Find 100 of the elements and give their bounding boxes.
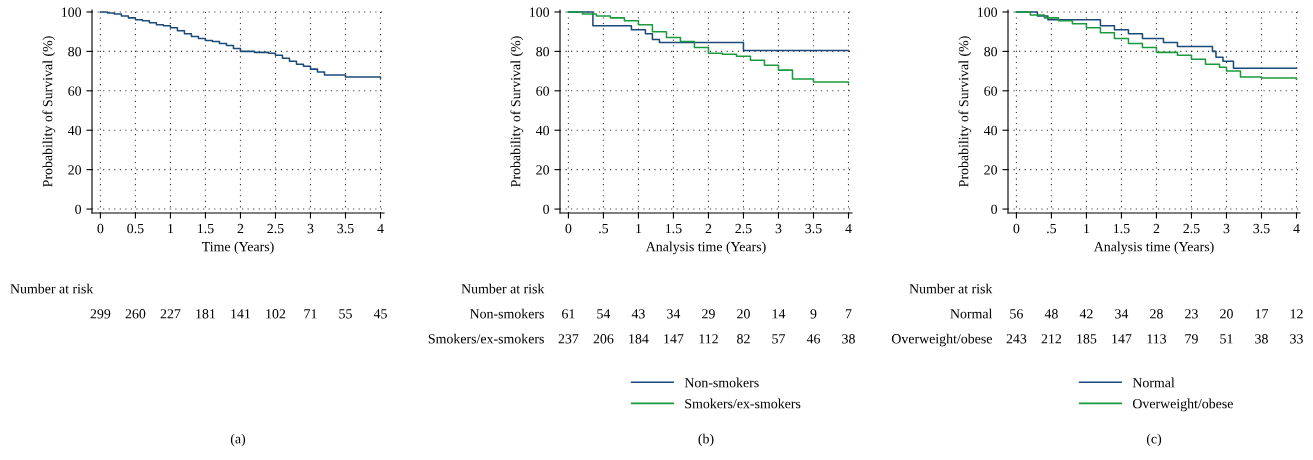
y-tick-label: 40: [67, 125, 82, 136]
text: 12: [1290, 309, 1303, 319]
x-tick-label: .5: [1047, 223, 1057, 234]
text: 7: [845, 309, 852, 319]
text: 28: [1150, 309, 1163, 319]
text: Normal: [950, 308, 993, 319]
text: 20: [737, 309, 750, 319]
text: Non-smokers: [469, 308, 544, 319]
text: Number at risk: [461, 283, 545, 294]
text: 260: [125, 309, 146, 319]
text: 227: [160, 309, 181, 319]
text: Smokers/ex-smokers: [428, 333, 544, 344]
text: Number at risk: [10, 283, 94, 294]
text: 43: [631, 309, 645, 319]
x-tick-label: 3.5: [337, 223, 354, 234]
y-tick-label: 100: [61, 7, 82, 17]
text: 20: [1220, 309, 1233, 319]
x-axis-title: Analysis time (Years): [645, 241, 766, 255]
x-tick-label: 2.5: [1183, 223, 1200, 234]
legend-label: Smokers/ex-smokers: [685, 398, 801, 409]
text: 185: [1077, 334, 1097, 344]
x-tick-label: 4: [845, 223, 852, 234]
text: 212: [1041, 334, 1062, 344]
y-tick-label: 0: [75, 204, 82, 215]
text: 38: [842, 334, 855, 344]
text: 29: [702, 309, 715, 319]
text: 57: [772, 334, 786, 344]
text: Overweight/obese: [891, 333, 992, 347]
x-tick-label: 2.5: [735, 223, 752, 234]
text: 299: [90, 309, 111, 319]
text: 243: [1006, 334, 1027, 344]
text: 112: [699, 334, 718, 344]
text: 147: [664, 334, 684, 344]
text: 206: [593, 334, 614, 344]
x-tick-label: 1.5: [665, 223, 682, 234]
text: 113: [1147, 334, 1167, 344]
y-tick-label: 0: [991, 204, 998, 215]
x-tick-label: 0: [97, 223, 104, 234]
text: 61: [562, 309, 575, 319]
text: 34: [667, 309, 681, 319]
text: 141: [231, 309, 251, 319]
y-tick-label: 20: [68, 165, 82, 175]
x-tick-label: 2: [705, 223, 712, 234]
x-tick-label: 1: [636, 223, 642, 234]
y-axis-title: Probability of Survival (%): [958, 36, 972, 187]
text: 71: [304, 309, 317, 319]
x-tick-label: 4: [377, 223, 384, 234]
text: 14: [772, 309, 786, 319]
y-axis-title: Probability of Survival (%): [510, 36, 524, 187]
y-tick-label: 40: [535, 125, 550, 136]
legend-label: Overweight/obese: [1132, 398, 1233, 412]
x-tick-label: .5: [599, 223, 609, 234]
y-tick-label: 60: [536, 86, 550, 96]
text: (c): [1146, 433, 1162, 447]
text: Number at risk: [909, 283, 993, 294]
y-tick-label: 40: [983, 125, 998, 136]
x-tick-label: 1.5: [1113, 223, 1130, 234]
text: 82: [737, 334, 750, 344]
legend-label: Normal: [1132, 377, 1175, 388]
x-tick-label: 3: [307, 223, 314, 234]
x-tick-label: 3.5: [1253, 223, 1270, 234]
x-tick-label: 2: [1153, 223, 1160, 234]
text: 184: [629, 334, 649, 344]
y-tick-label: 60: [984, 86, 998, 96]
text: 181: [196, 309, 216, 319]
y-tick-label: 60: [68, 86, 82, 96]
text: 79: [1185, 334, 1198, 344]
text: 38: [1255, 334, 1268, 344]
text: 51: [1220, 334, 1233, 344]
y-tick-label: 80: [984, 46, 998, 57]
text: 9: [810, 309, 817, 319]
text: 54: [597, 309, 611, 319]
text: 237: [558, 334, 579, 344]
x-tick-label: 2.5: [267, 223, 284, 234]
y-tick-label: 0: [543, 204, 550, 215]
text: 33: [1290, 334, 1303, 344]
x-tick-label: 0: [565, 223, 572, 234]
y-tick-label: 80: [68, 46, 82, 57]
y-tick-label: 20: [536, 165, 550, 175]
text: (a): [230, 433, 246, 447]
x-tick-label: 2: [237, 223, 244, 234]
x-tick-label: 1.5: [197, 223, 214, 234]
text: 46: [806, 334, 821, 344]
x-tick-label: 3: [775, 223, 782, 234]
x-tick-label: 3: [1223, 223, 1230, 234]
text: (b): [698, 433, 714, 447]
x-tick-label: 1: [1084, 223, 1090, 234]
x-axis-title: Analysis time (Years): [1093, 241, 1214, 255]
x-tick-label: 1: [168, 223, 174, 234]
text: 45: [373, 309, 387, 319]
x-tick-label: 4: [1293, 223, 1300, 234]
y-axis-title: Probability of Survival (%): [42, 36, 56, 187]
text: 34: [1115, 309, 1129, 319]
y-tick-label: 100: [977, 7, 998, 17]
text: 55: [339, 309, 352, 319]
text: 147: [1112, 334, 1132, 344]
y-tick-label: 20: [984, 165, 998, 175]
y-tick-label: 100: [529, 7, 550, 17]
legend-label: Non-smokers: [684, 377, 759, 388]
text: 56: [1010, 309, 1023, 319]
